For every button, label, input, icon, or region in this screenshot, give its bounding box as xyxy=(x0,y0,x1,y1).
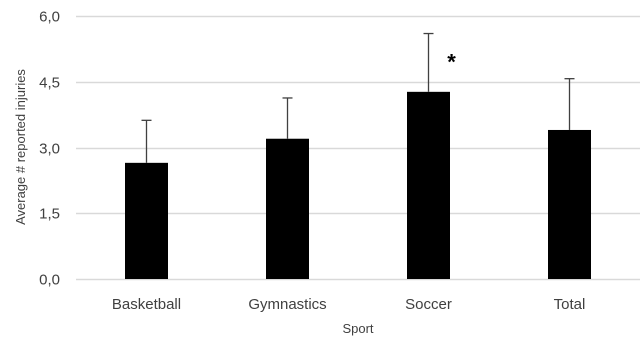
x-category-label: Soccer xyxy=(405,296,452,313)
bar xyxy=(266,138,309,279)
bar xyxy=(407,91,450,279)
y-tick-label: 4,5 xyxy=(39,75,60,92)
x-category-label: Basketball xyxy=(112,296,181,313)
annotations: * xyxy=(447,50,456,75)
bars xyxy=(125,91,591,279)
x-axis-title: Sport xyxy=(342,321,373,336)
y-tick-label: 0,0 xyxy=(39,272,60,289)
y-tick-label: 1,5 xyxy=(39,206,60,223)
bar xyxy=(125,162,168,279)
x-category-label: Gymnastics xyxy=(248,296,326,313)
x-category-label: Total xyxy=(554,296,586,313)
y-axis-title: Average # reported injuries xyxy=(13,69,28,225)
gridlines xyxy=(76,15,640,281)
bar xyxy=(548,129,591,279)
error-bars xyxy=(141,32,575,163)
y-tick-label: 6,0 xyxy=(39,9,60,26)
y-tick-label: 3,0 xyxy=(39,141,60,158)
y-axis-ticks: 0,0 1,5 3,0 4,5 6,0 xyxy=(39,9,60,289)
x-axis-categories: Basketball Gymnastics Soccer Total xyxy=(112,296,585,313)
significance-marker: * xyxy=(447,50,456,75)
